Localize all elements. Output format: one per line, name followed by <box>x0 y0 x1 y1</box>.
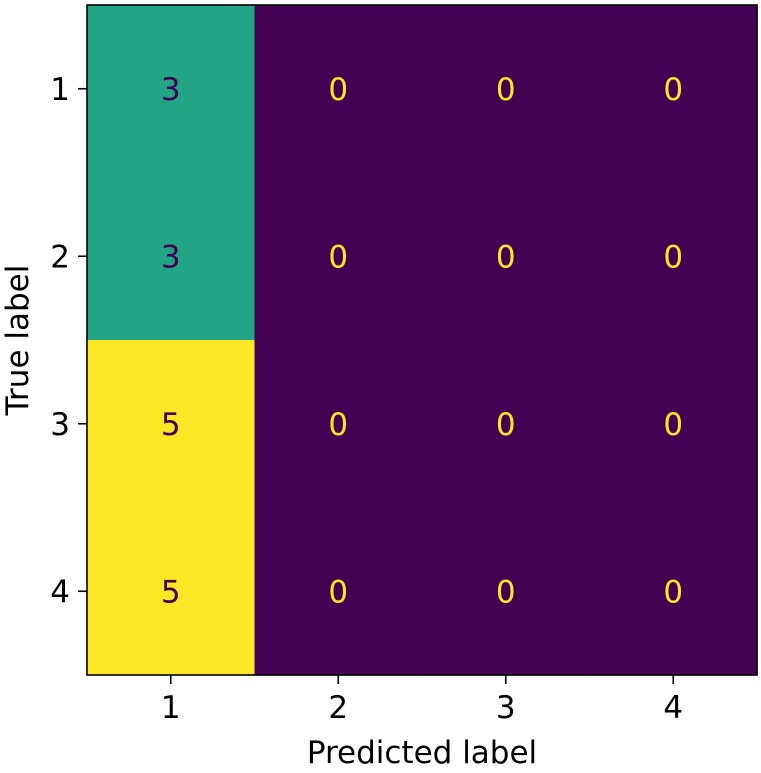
x-tick-label-3: 3 <box>496 690 516 726</box>
cell-value-label-r2-c2: 0 <box>328 239 348 275</box>
cell-value-label-r1-c1: 3 <box>161 72 181 108</box>
y-tick-label-1: 1 <box>50 72 70 108</box>
cell-value-label-r1-c4: 0 <box>663 72 683 108</box>
cell-value-label-r4-c2: 0 <box>328 574 348 610</box>
cell-value-label-r1-c3: 0 <box>496 72 516 108</box>
cell-value-label-r4-c4: 0 <box>663 574 683 610</box>
heatmap-cell-r1-c1 <box>87 5 256 174</box>
y-tick-label-3: 3 <box>50 407 70 443</box>
x-tick-label-4: 4 <box>663 690 683 726</box>
heatmap-cell-r3-c2 <box>254 340 423 509</box>
heatmap-cell-r4-c1 <box>87 507 256 676</box>
heatmap-cell-r1-c4 <box>589 5 758 174</box>
cell-value-label-r3-c3: 0 <box>496 407 516 443</box>
cell-value-label-r2-c4: 0 <box>663 239 683 275</box>
heatmap-cell-r3-c4 <box>589 340 758 509</box>
cell-value-label-r1-c2: 0 <box>328 72 348 108</box>
cell-value-label-r2-c1: 3 <box>161 239 181 275</box>
x-axis-ticks: 1 2 3 4 <box>161 675 683 726</box>
cells-layer <box>87 5 758 676</box>
cell-labels-layer: 3 0 0 0 3 0 0 0 5 0 0 0 5 0 0 0 <box>161 72 683 611</box>
cell-value-label-r2-c3: 0 <box>496 239 516 275</box>
x-tick-label-1: 1 <box>161 690 181 726</box>
heatmap-cell-r1-c3 <box>422 5 591 174</box>
y-axis-label: True label <box>0 265 36 417</box>
cell-value-label-r4-c1: 5 <box>161 574 181 610</box>
heatmap-cell-r4-c2 <box>254 507 423 676</box>
heatmap-cell-r3-c1 <box>87 340 256 509</box>
y-tick-label-2: 2 <box>50 239 70 275</box>
x-axis-label: Predicted label <box>307 735 537 769</box>
plot-frame <box>86 4 758 676</box>
y-tick-label-4: 4 <box>50 574 70 610</box>
heatmap-cell-r4-c4 <box>589 507 758 676</box>
x-tick-label-2: 2 <box>328 690 348 726</box>
heatmap-cell-r4-c3 <box>422 507 591 676</box>
heatmap-cell-r2-c4 <box>589 172 758 341</box>
y-axis-ticks: 1 2 3 4 <box>50 72 87 610</box>
heatmap-cell-r2-c3 <box>422 172 591 341</box>
heatmap-cell-r1-c2 <box>254 5 423 174</box>
heatmap-cell-r2-c1 <box>87 172 256 341</box>
cell-value-label-r4-c3: 0 <box>496 574 516 610</box>
heatmap-cell-r3-c3 <box>422 340 591 509</box>
cell-value-label-r3-c2: 0 <box>328 407 348 443</box>
heatmap-cell-r2-c2 <box>254 172 423 341</box>
cell-value-label-r3-c1: 5 <box>161 407 181 443</box>
cell-value-label-r3-c4: 0 <box>663 407 683 443</box>
